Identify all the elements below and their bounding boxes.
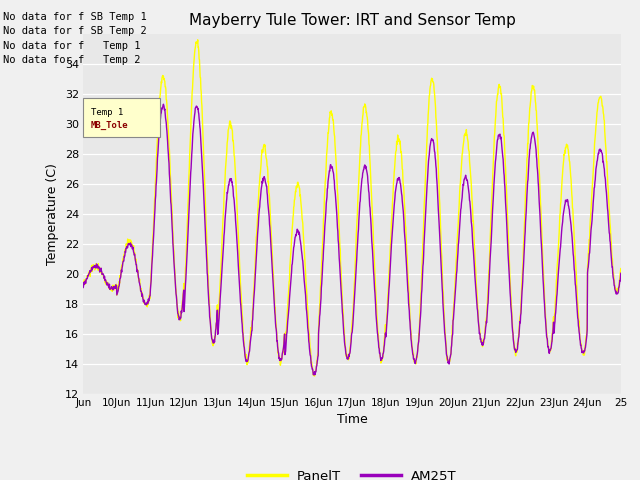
Text: No data for f   Temp 2: No data for f Temp 2 xyxy=(3,55,141,65)
Text: Temp 1: Temp 1 xyxy=(91,108,123,117)
Title: Mayberry Tule Tower: IRT and Sensor Temp: Mayberry Tule Tower: IRT and Sensor Temp xyxy=(189,13,515,28)
Text: MB_Tole: MB_Tole xyxy=(91,121,129,130)
Legend: PanelT, AM25T: PanelT, AM25T xyxy=(242,464,462,480)
Text: No data for f SB Temp 2: No data for f SB Temp 2 xyxy=(3,26,147,36)
Y-axis label: Temperature (C): Temperature (C) xyxy=(46,163,60,264)
Text: No data for f   Temp 1: No data for f Temp 1 xyxy=(3,41,141,51)
Text: No data for f SB Temp 1: No data for f SB Temp 1 xyxy=(3,12,147,22)
X-axis label: Time: Time xyxy=(337,413,367,426)
